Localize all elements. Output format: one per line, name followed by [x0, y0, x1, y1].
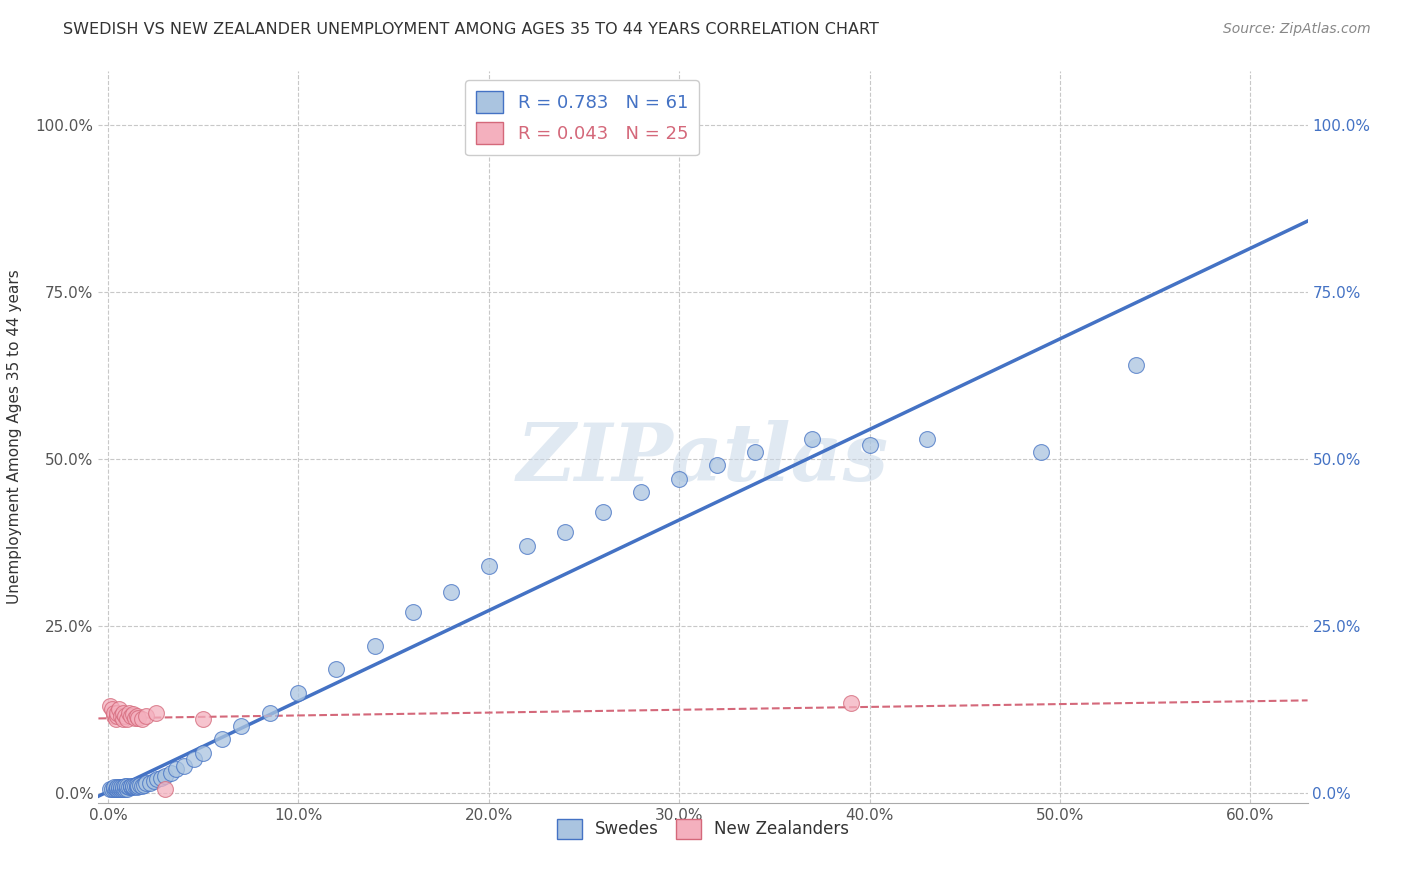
Point: [183, 752, 205, 766]
Point: [139, 776, 162, 790]
Point: [134, 778, 156, 792]
Point: [135, 709, 157, 723]
Point: [121, 780, 143, 795]
Point: [120, 779, 142, 793]
Point: [100, 782, 122, 797]
Point: [124, 711, 146, 725]
Text: SWEDISH VS NEW ZEALANDER UNEMPLOYMENT AMONG AGES 35 TO 44 YEARS CORRELATION CHAR: SWEDISH VS NEW ZEALANDER UNEMPLOYMENT AM…: [63, 22, 879, 37]
Point: [115, 712, 138, 726]
Point: [363, 639, 385, 653]
Point: [110, 709, 132, 723]
Point: [108, 780, 131, 795]
Point: [915, 432, 938, 446]
Point: [120, 780, 142, 795]
Point: [145, 706, 167, 720]
Point: [103, 706, 125, 720]
Point: [125, 780, 148, 795]
Point: [103, 709, 125, 723]
Point: [554, 525, 576, 540]
Point: [478, 558, 501, 573]
Point: [259, 706, 281, 720]
Point: [859, 438, 882, 452]
Point: [98, 698, 121, 713]
Point: [839, 696, 862, 710]
Point: [135, 776, 157, 790]
Point: [115, 782, 138, 797]
Point: [110, 782, 132, 797]
Legend: Swedes, New Zealanders: Swedes, New Zealanders: [550, 812, 856, 846]
Point: [112, 706, 135, 720]
Point: [107, 709, 129, 723]
Point: [107, 706, 129, 720]
Point: [1125, 358, 1147, 372]
Point: [211, 732, 233, 747]
Point: [173, 759, 195, 773]
Point: [440, 585, 463, 599]
Point: [706, 458, 728, 473]
Text: Source: ZipAtlas.com: Source: ZipAtlas.com: [1223, 22, 1371, 37]
Point: [112, 780, 135, 795]
Point: [166, 763, 188, 777]
Point: [801, 432, 824, 446]
Y-axis label: Unemployment Among Ages 35 to 44 years: Unemployment Among Ages 35 to 44 years: [7, 269, 21, 605]
Point: [121, 779, 143, 793]
Point: [159, 765, 181, 780]
Point: [104, 782, 127, 797]
Point: [744, 445, 766, 459]
Point: [231, 719, 253, 733]
Point: [120, 709, 142, 723]
Point: [668, 472, 690, 486]
Point: [592, 505, 614, 519]
Point: [107, 780, 129, 795]
Point: [124, 779, 146, 793]
Point: [127, 779, 149, 793]
Point: [127, 711, 149, 725]
Point: [114, 782, 136, 797]
Point: [115, 779, 138, 793]
Point: [100, 702, 122, 716]
Point: [107, 782, 129, 797]
Point: [1029, 445, 1052, 459]
Point: [146, 772, 169, 787]
Point: [104, 712, 127, 726]
Point: [150, 771, 173, 785]
Point: [287, 685, 309, 699]
Point: [191, 746, 214, 760]
Point: [114, 779, 136, 793]
Point: [153, 769, 176, 783]
Point: [103, 782, 125, 797]
Point: [121, 706, 143, 721]
Text: ZIPatlas: ZIPatlas: [517, 420, 889, 498]
Point: [153, 782, 176, 797]
Point: [110, 780, 132, 795]
Point: [125, 709, 148, 723]
Point: [191, 712, 214, 726]
Point: [108, 782, 131, 797]
Point: [142, 773, 165, 788]
Point: [129, 778, 152, 792]
Point: [131, 712, 153, 726]
Point: [103, 780, 125, 795]
Point: [118, 780, 141, 795]
Point: [325, 662, 347, 676]
Point: [114, 709, 136, 723]
Point: [118, 706, 141, 720]
Point: [108, 702, 131, 716]
Point: [112, 712, 135, 726]
Point: [630, 485, 652, 500]
Point: [131, 779, 153, 793]
Point: [516, 539, 538, 553]
Point: [112, 782, 135, 797]
Point: [401, 606, 423, 620]
Point: [125, 778, 148, 792]
Point: [98, 782, 121, 797]
